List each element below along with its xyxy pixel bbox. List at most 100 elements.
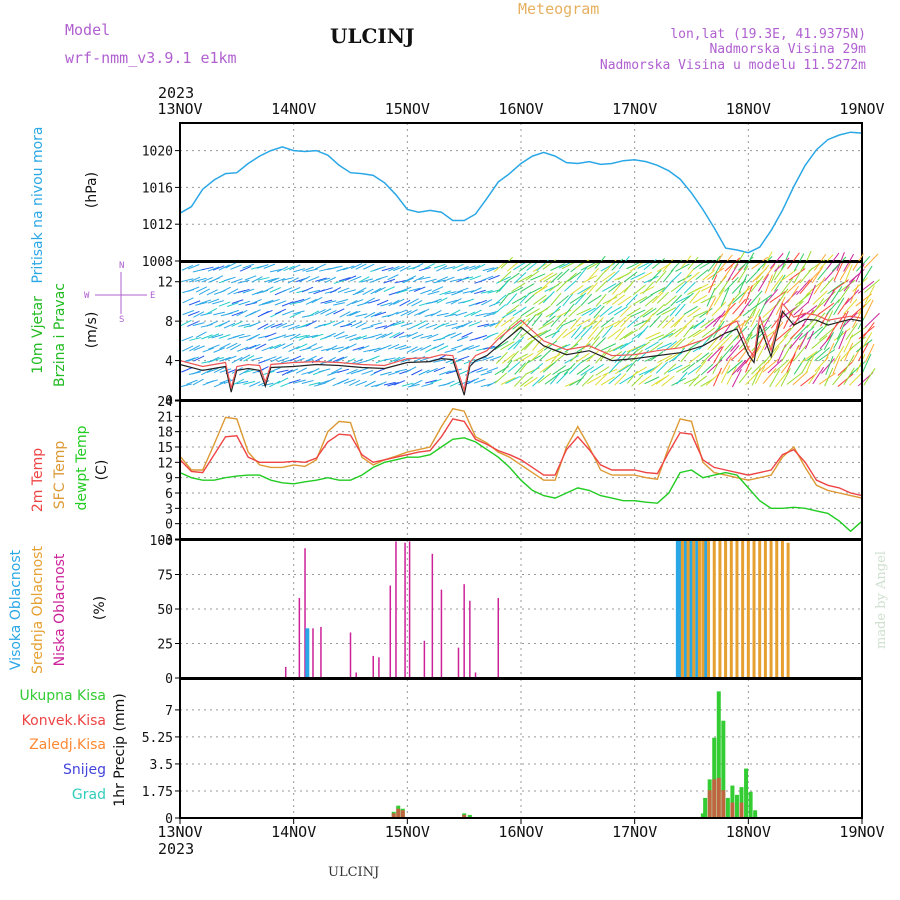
pressure-panel: 1008 1012 1016 1020: [142, 122, 863, 270]
wind-arrow: [411, 347, 423, 353]
wind-arrow: [477, 323, 490, 328]
wind-arrow: [623, 329, 638, 339]
wind-arrow: [799, 278, 814, 295]
wind-arrow: [263, 263, 276, 269]
time-tick-label: 14NOV: [271, 823, 316, 841]
cloud-bar: [457, 647, 460, 678]
cloud-ytick-label: 0: [165, 672, 173, 687]
wind-arrow: [837, 361, 853, 376]
temp-ytick-label: 24: [157, 395, 173, 410]
wind-arrow: [289, 355, 302, 362]
wind-arrow: [707, 255, 721, 272]
wind-arrow: [651, 291, 664, 304]
wind-arrow: [195, 286, 208, 293]
wind-arrow: [676, 371, 688, 385]
wind-arrow: [250, 356, 263, 361]
wind-arrow: [670, 281, 685, 293]
wind-arrow: [738, 274, 748, 293]
wind-arrow: [213, 366, 226, 374]
cloud-bar: [349, 632, 352, 678]
wind-arrow: [587, 326, 599, 340]
wind-arrow: [355, 287, 367, 294]
wind-arrow: [512, 306, 527, 317]
wind-arrow: [587, 267, 599, 281]
wind-arrow: [514, 362, 526, 375]
wind-arrow: [769, 290, 787, 304]
wind-arrow: [411, 333, 424, 340]
wind-arrow: [324, 377, 336, 384]
wind-arrow: [681, 338, 695, 350]
wind-arrow: [821, 358, 835, 374]
wind-arrow: [351, 299, 364, 305]
wind-arrow: [193, 355, 205, 362]
wind-arrow: [607, 328, 621, 340]
wind-arrow: [568, 305, 581, 317]
wind-arrow: [324, 300, 337, 305]
wind-arrow: [224, 355, 237, 361]
wind-arrow: [617, 271, 632, 281]
wind-arrow: [576, 343, 591, 353]
wind-arrow: [538, 280, 552, 292]
wind-arrow: [333, 302, 345, 306]
wind-arrow: [562, 293, 574, 307]
wind-arrow: [764, 274, 773, 294]
wind-arrow: [767, 346, 780, 364]
wind-arrow: [232, 378, 245, 386]
wind-arrow: [574, 327, 587, 340]
wind-arrow: [850, 303, 867, 318]
wind-arrow: [242, 288, 255, 294]
precip-bar: [730, 785, 735, 818]
wind-arrow: [527, 286, 543, 295]
precip-bar: [721, 790, 726, 818]
product-title: Meteogram: [518, 0, 599, 18]
wind-arrow: [383, 286, 396, 292]
wind-arrow: [350, 321, 363, 328]
wind-arrow: [239, 265, 252, 272]
wind-arrow: [227, 288, 239, 295]
temp-ytick-label: 3: [165, 502, 173, 517]
wind-arrow: [832, 355, 841, 375]
wind-arrow: [186, 379, 198, 385]
wind-arrow: [576, 372, 588, 386]
wind-arrow: [249, 321, 261, 328]
wind-arrow: [843, 367, 855, 385]
wind-arrow: [463, 358, 476, 365]
cloud-ytick-label: 25: [157, 638, 173, 653]
wind-arrow: [756, 342, 767, 362]
precip-bar: [721, 720, 726, 818]
wind-arrow: [550, 263, 566, 271]
cloud-bar: [469, 600, 471, 678]
wind-arrow: [208, 356, 220, 363]
wind-arrow: [636, 341, 651, 352]
wind-arrow: [580, 284, 594, 296]
wind-arrow: [370, 311, 382, 318]
cloud-bar: [298, 597, 301, 678]
precip-legend: Ukupna Kisa Konvek.Kisa Zaledj.Kisa Snij…: [19, 688, 106, 803]
wind-arrow: [415, 320, 427, 327]
wind-arrow: [412, 262, 424, 270]
wind-arrow: [580, 325, 593, 338]
model-label: Model: [65, 21, 110, 39]
precip-bar: [396, 808, 401, 818]
wind-arrow: [650, 287, 666, 296]
precip-bar: [725, 797, 730, 818]
wind-arrow: [705, 315, 722, 329]
wind-arrow: [642, 307, 657, 318]
wind-arrow: [825, 355, 834, 375]
wind-arrow: [276, 369, 289, 374]
wind-arrow: [827, 281, 845, 295]
wind-arrow: [288, 324, 300, 330]
footer-station: ULCINJ: [328, 865, 379, 880]
wind-arrow: [657, 354, 672, 364]
wind-arrow: [274, 300, 287, 306]
wind-arrow: [275, 322, 288, 329]
wind-arrow: [273, 277, 286, 284]
wind-arrow: [762, 358, 779, 373]
wind-arrow: [661, 375, 675, 387]
wind-arrow: [407, 298, 419, 305]
wind-arrow: [812, 297, 825, 315]
wind-arrow: [833, 328, 851, 341]
wind-arrow: [345, 334, 357, 339]
mid-cloud-ylabel: Srednja Oblacnost: [30, 546, 46, 674]
wind-arrow: [326, 345, 338, 352]
